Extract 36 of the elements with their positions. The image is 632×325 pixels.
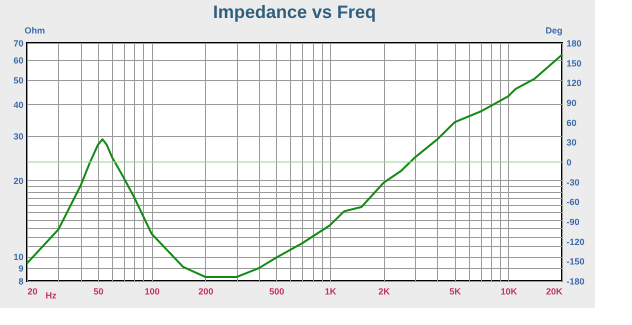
y2-axis-title: Deg <box>545 26 562 36</box>
y2-tick-label: 180 <box>566 38 582 48</box>
y-tick-label: 10 <box>13 252 24 262</box>
x-tick-label: 20K <box>546 286 563 296</box>
x-tick-label: 5K <box>449 286 462 296</box>
y2-tick-label: 60 <box>566 118 577 128</box>
x-tick-label: 50 <box>93 286 104 296</box>
x-tick-label: 200 <box>198 286 214 296</box>
y-tick-label: 9 <box>18 264 24 274</box>
y-tick-label: 50 <box>13 75 24 86</box>
y2-tick-label: 120 <box>566 78 582 88</box>
y-tick-label: 60 <box>13 55 24 66</box>
y-tick-label: 30 <box>13 131 24 142</box>
y-tick-label: 40 <box>13 100 24 110</box>
chart-title: Impedance vs Freq <box>212 2 376 22</box>
y2-tick-label: -180 <box>566 276 585 286</box>
y2-tick-label: -60 <box>566 197 580 208</box>
x-tick-label: 100 <box>144 286 160 296</box>
x-tick-label: 2K <box>378 286 390 296</box>
x-axis-title: Hz <box>46 290 57 300</box>
y2-tick-label: -150 <box>566 256 585 267</box>
x-tick-label: 500 <box>269 286 284 296</box>
y-axis-title: Ohm <box>24 26 46 36</box>
y2-tick-label: -30 <box>566 177 580 188</box>
y2-tick-label: 90 <box>566 98 577 108</box>
y2-tick-label: 150 <box>566 58 582 68</box>
y2-tick-label: 30 <box>566 138 577 148</box>
y2-tick-label: -120 <box>566 236 585 247</box>
y2-tick-label: 0 <box>566 158 572 168</box>
y-tick-label: 20 <box>13 176 24 186</box>
x-tick-label: 20 <box>28 286 38 296</box>
y-tick-label: 70 <box>13 38 24 48</box>
x-tick-label: 1K <box>324 286 337 296</box>
y-tick-label: 8 <box>18 276 24 286</box>
x-tick-label: 10K <box>500 286 518 296</box>
y2-tick-label: -90 <box>566 217 580 227</box>
